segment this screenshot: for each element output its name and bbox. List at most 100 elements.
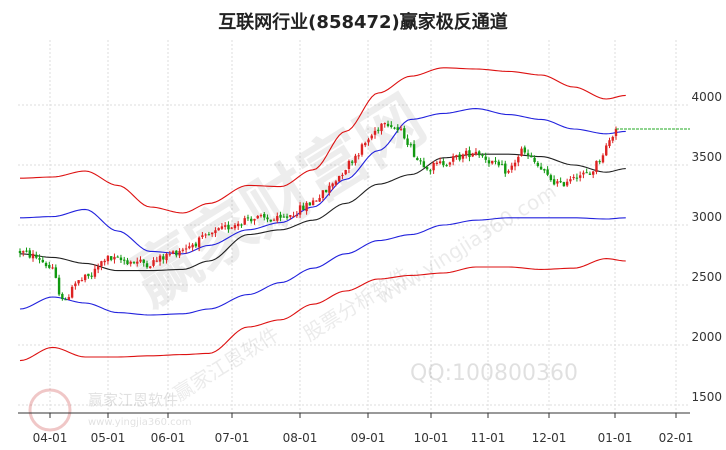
candle: [416, 156, 419, 161]
candle: [592, 170, 595, 179]
candle: [380, 123, 383, 135]
candle: [357, 152, 360, 160]
band-inner-upper: [19, 108, 626, 255]
candle: [324, 189, 328, 193]
watermark-logo: 赢家江恩软件 www.yingjia360.com: [28, 388, 192, 432]
candle: [474, 148, 478, 156]
candle: [318, 194, 321, 202]
candle: [279, 211, 282, 222]
candle: [276, 212, 279, 224]
candle: [562, 181, 566, 187]
candle: [588, 171, 592, 175]
candle: [536, 161, 540, 168]
candle: [74, 281, 77, 290]
chart-title: 互联网行业(858472)赢家极反通道: [218, 12, 508, 33]
y-tick-label: 3500: [691, 150, 722, 164]
x-tick-label: 04-01: [33, 431, 68, 445]
candle: [25, 247, 28, 253]
candle: [585, 168, 588, 174]
candle: [484, 152, 487, 163]
watermark-diag1: 赢家江恩软件: [169, 322, 283, 406]
candle: [595, 160, 598, 175]
candle: [364, 141, 367, 148]
watermark-qq: QQ:100800360: [410, 361, 578, 386]
candle: [70, 285, 74, 299]
x-tick-label: 01-01: [598, 431, 633, 445]
candle: [64, 297, 67, 301]
candle: [344, 169, 347, 176]
candle: [266, 214, 269, 223]
x-tick-label: 05-01: [91, 431, 126, 445]
candle: [520, 146, 523, 157]
candle: [403, 125, 406, 140]
candle: [106, 254, 110, 265]
candle: [227, 221, 230, 233]
candle: [543, 168, 546, 174]
candle: [367, 137, 370, 146]
candle: [504, 160, 507, 177]
candle: [315, 200, 318, 202]
candle: [481, 153, 484, 158]
candle: [575, 173, 579, 182]
candle: [250, 216, 253, 224]
candle: [116, 255, 119, 258]
candle: [409, 142, 413, 148]
logo-circle-icon: [28, 388, 72, 432]
candle: [217, 227, 220, 231]
candle: [572, 174, 575, 181]
candle: [331, 182, 334, 190]
candle: [165, 252, 168, 264]
candle: [96, 263, 100, 274]
candle: [494, 157, 497, 165]
candle: [136, 257, 139, 267]
candle: [61, 292, 64, 301]
x-tick-label: 07-01: [215, 431, 250, 445]
candle: [48, 261, 51, 269]
candles: [18, 120, 618, 301]
candle: [386, 120, 390, 128]
candle: [67, 294, 71, 300]
candle: [491, 160, 494, 165]
candle: [191, 243, 194, 252]
band-inner-lower: [19, 217, 626, 316]
candle: [237, 221, 240, 230]
candle: [142, 259, 145, 267]
candle: [438, 157, 442, 165]
logo-text: 赢家江恩软件: [88, 391, 178, 409]
candle: [565, 178, 569, 188]
candle: [80, 277, 84, 282]
candle: [412, 140, 416, 158]
candle: [168, 251, 172, 257]
candle: [18, 248, 22, 258]
candle: [556, 178, 559, 187]
candle: [549, 173, 553, 182]
candle: [370, 133, 373, 141]
candle: [455, 154, 458, 160]
candle: [406, 134, 409, 148]
x-tick-label: 12-01: [532, 431, 567, 445]
candle: [605, 143, 608, 157]
candle: [285, 213, 289, 220]
watermark-diag3: www.yingjia360.com: [372, 179, 560, 309]
candle: [377, 127, 380, 134]
candle: [305, 201, 308, 215]
candle: [451, 153, 455, 166]
candle: [126, 257, 129, 265]
candle: [109, 256, 113, 262]
candle: [539, 162, 543, 170]
band-mid: [19, 153, 626, 272]
candle: [295, 211, 299, 218]
candle: [517, 155, 520, 167]
candle: [507, 169, 510, 174]
candle: [230, 226, 233, 230]
candle: [220, 223, 224, 230]
candle: [240, 223, 243, 228]
candle: [347, 159, 351, 174]
candle: [393, 126, 396, 130]
candle: [31, 250, 35, 262]
candle: [396, 124, 399, 133]
candle: [601, 153, 605, 164]
band-outer-lower: [19, 258, 626, 362]
candle: [302, 202, 305, 211]
candle: [44, 261, 48, 269]
